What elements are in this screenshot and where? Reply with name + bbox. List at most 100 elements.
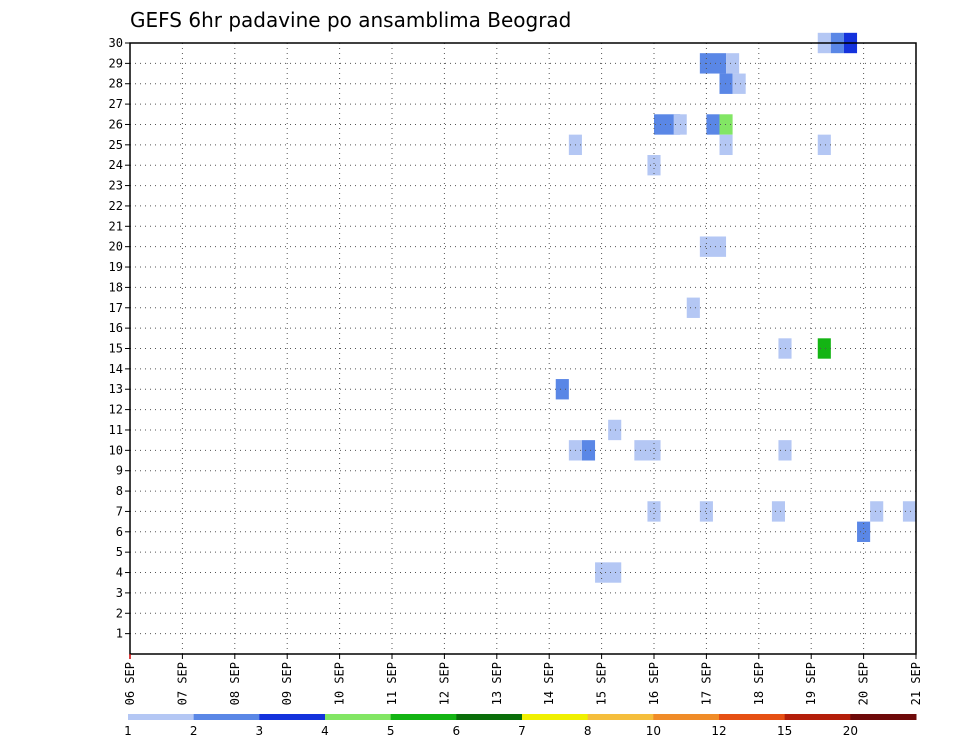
colorbar-swatch-10 xyxy=(784,714,851,720)
x-tick-label: 18 SEP xyxy=(752,662,766,705)
data-cell-25 xyxy=(634,440,661,461)
data-cell-9 xyxy=(706,114,720,135)
y-tick-label: 24 xyxy=(109,158,123,172)
colorbar-label: 4 xyxy=(321,724,329,738)
y-tick-label: 29 xyxy=(109,56,123,70)
y-tick-label: 28 xyxy=(109,77,123,91)
y-tick-label: 4 xyxy=(116,566,123,580)
y-tick-label: 21 xyxy=(109,219,123,233)
data-cell-3 xyxy=(699,53,727,74)
y-tick-label: 5 xyxy=(116,545,123,559)
data-cell-30 xyxy=(870,501,884,522)
y-tick-label: 25 xyxy=(109,138,123,152)
data-cell-24 xyxy=(581,440,596,461)
x-tick-label: 14 SEP xyxy=(542,662,556,705)
data-cell-21 xyxy=(555,379,569,400)
y-tick-label: 26 xyxy=(109,117,123,131)
y-tick-label: 18 xyxy=(109,280,123,294)
y-tick-label: 9 xyxy=(116,464,123,478)
data-cell-16 xyxy=(699,236,727,257)
data-cell-6 xyxy=(732,73,746,94)
x-tick-label: 17 SEP xyxy=(699,662,713,705)
grid xyxy=(130,42,916,654)
data-cell-31 xyxy=(902,501,916,522)
x-tick-label: 10 SEP xyxy=(333,662,347,705)
y-tick-label: 30 xyxy=(109,36,123,50)
y-tick-label: 1 xyxy=(116,627,123,641)
colorbar-label: 15 xyxy=(777,724,792,738)
x-tick-label: 15 SEP xyxy=(595,662,609,705)
chart-title: GEFS 6hr padavine po ansamblima Beograd xyxy=(130,8,571,32)
y-tick-label: 2 xyxy=(116,606,123,620)
data-cell-12 xyxy=(719,134,733,156)
data-cell-22 xyxy=(608,419,622,441)
y-tick-label: 16 xyxy=(109,321,123,335)
y-tick-label: 13 xyxy=(109,382,123,396)
data-cell-17 xyxy=(686,297,700,318)
data-cell-29 xyxy=(771,501,785,522)
colorbar-swatch-8 xyxy=(653,714,720,720)
y-tick-label: 14 xyxy=(109,362,123,376)
x-tick-label: 13 SEP xyxy=(490,662,504,705)
colorbar-label: 12 xyxy=(711,724,726,738)
colorbar-swatch-1 xyxy=(193,714,260,720)
colorbar-swatch-11 xyxy=(850,714,917,720)
colorbar-swatch-5 xyxy=(456,714,523,720)
y-tick-label: 7 xyxy=(116,504,123,518)
colorbar: 1 2 3 4 5 6 7 8 10 12 15 20 xyxy=(124,714,917,738)
x-tick-label: 21 SEP xyxy=(909,662,923,705)
y-tick-label: 23 xyxy=(109,179,123,193)
x-tick-label: 07 SEP xyxy=(175,662,189,705)
colorbar-swatch-7 xyxy=(587,714,654,720)
data-cell-19 xyxy=(817,338,831,359)
colorbar-label: 2 xyxy=(190,724,198,738)
x-tick-label: 12 SEP xyxy=(437,662,451,705)
y-tick-label: 8 xyxy=(116,484,123,498)
colorbar-label: 6 xyxy=(453,724,461,738)
colorbar-swatch-0 xyxy=(128,714,195,720)
data-cell-13 xyxy=(817,134,831,156)
x-tick-label: 09 SEP xyxy=(280,662,294,705)
x-axis: 06 SEP 07 SEP 08 SEP 09 SEP 10 SEP 11 SEP 12 S… xyxy=(123,654,923,705)
colorbar-swatch-4 xyxy=(390,714,457,720)
y-tick-label: 3 xyxy=(116,586,123,600)
data-cell-32 xyxy=(857,521,871,542)
data-cell-5 xyxy=(719,73,733,94)
data-cell-10 xyxy=(719,114,733,135)
y-tick-label: 19 xyxy=(109,260,123,274)
colorbar-label: 10 xyxy=(646,724,661,738)
x-tick-label: 20 SEP xyxy=(857,662,871,705)
colorbar-label: 5 xyxy=(387,724,395,738)
x-tick-label: 16 SEP xyxy=(647,662,661,705)
data-cell-34 xyxy=(595,562,622,583)
colorbar-swatch-3 xyxy=(325,714,392,720)
y-tick-label: 15 xyxy=(109,342,123,356)
y-tick-label: 20 xyxy=(109,240,123,254)
x-tick-label: 08 SEP xyxy=(228,662,242,705)
data-cells xyxy=(555,32,916,583)
colorbar-label: 8 xyxy=(584,724,592,738)
y-tick-label: 6 xyxy=(116,525,123,539)
colorbar-swatch-2 xyxy=(259,714,326,720)
data-cell-14 xyxy=(647,155,661,176)
colorbar-label: 3 xyxy=(256,724,264,738)
y-tick-label: 12 xyxy=(109,403,123,417)
data-cell-4 xyxy=(726,53,740,74)
y-tick-label: 17 xyxy=(109,301,123,315)
colorbar-label: 1 xyxy=(124,724,132,738)
colorbar-swatch-6 xyxy=(522,714,589,720)
y-tick-label: 11 xyxy=(109,423,123,437)
y-axis: 1234567891011121314151617181920212223242… xyxy=(109,36,130,641)
y-tick-label: 22 xyxy=(109,199,123,213)
y-tick-label: 27 xyxy=(109,97,123,111)
data-cell-28 xyxy=(699,501,713,522)
x-tick-label: 06 SEP xyxy=(123,662,137,705)
x-tick-label: 11 SEP xyxy=(385,662,399,705)
colorbar-label: 7 xyxy=(518,724,526,738)
colorbar-label: 20 xyxy=(843,724,858,738)
y-tick-label: 10 xyxy=(109,443,123,457)
data-cell-27 xyxy=(647,501,661,522)
plot-frame xyxy=(129,42,917,655)
x-tick-label: 19 SEP xyxy=(804,662,818,705)
